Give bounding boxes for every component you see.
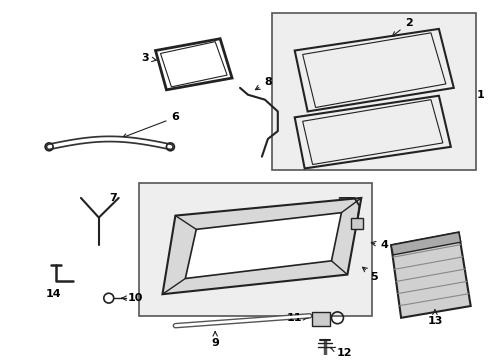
Bar: [351, 217, 363, 229]
Text: 11: 11: [286, 313, 307, 323]
Text: 9: 9: [211, 332, 219, 348]
Text: 7: 7: [109, 193, 117, 203]
Bar: [311, 312, 329, 326]
Polygon shape: [162, 198, 361, 294]
Polygon shape: [185, 213, 341, 279]
Text: 13: 13: [427, 310, 442, 326]
Text: 6: 6: [122, 112, 179, 138]
Text: 8: 8: [255, 77, 271, 90]
Text: 10: 10: [122, 293, 143, 303]
Text: 14: 14: [45, 289, 61, 299]
Text: 4: 4: [370, 240, 387, 250]
Text: 1: 1: [476, 90, 484, 100]
Text: 12: 12: [330, 347, 351, 358]
Bar: [138, 183, 371, 316]
Polygon shape: [390, 232, 460, 255]
Bar: [271, 13, 475, 170]
Polygon shape: [390, 232, 470, 318]
Text: 2: 2: [391, 18, 412, 36]
Text: 5: 5: [362, 267, 377, 282]
Text: 3: 3: [142, 53, 156, 63]
